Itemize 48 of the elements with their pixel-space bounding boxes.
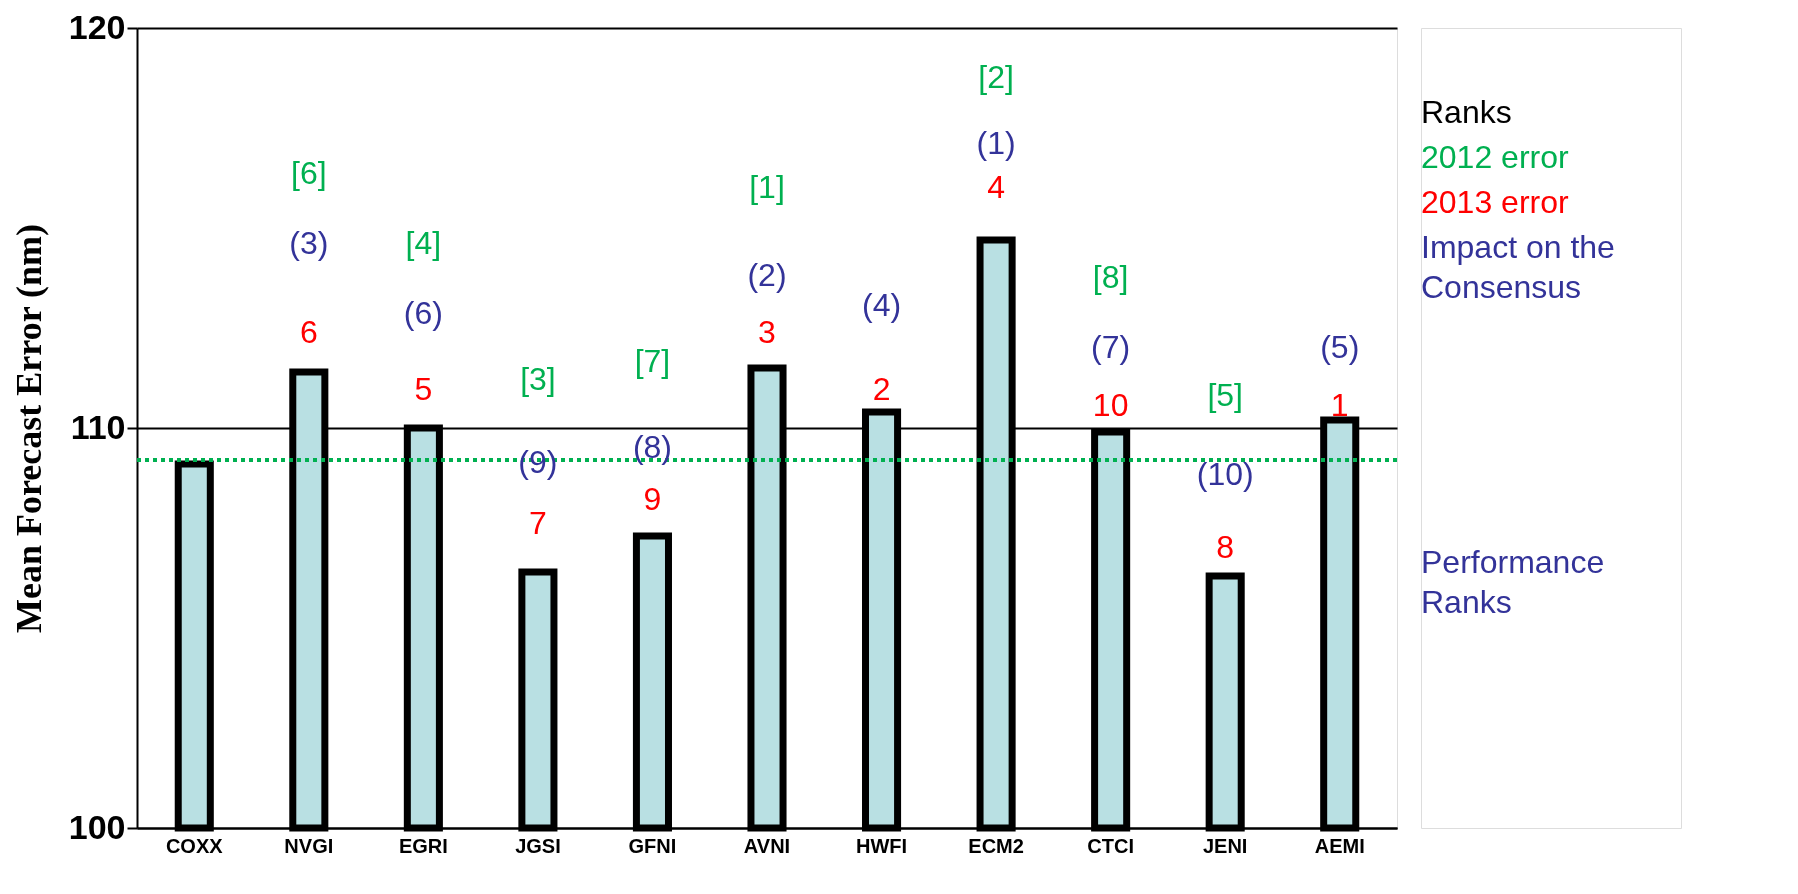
annotation: 5	[414, 371, 433, 407]
y-axis-title: Mean Forecast Error (nm)	[8, 224, 49, 633]
x-tick-label: AEMI	[1314, 834, 1365, 857]
annotation: [7]	[634, 343, 671, 379]
annotation: 8	[1216, 529, 1235, 565]
text: 2013 error	[1421, 184, 1569, 220]
annotation: 10	[1092, 387, 1129, 423]
x-tick-label: JGSI	[515, 834, 561, 857]
x-tick-label: EGRI	[398, 834, 448, 857]
annotation: (10)	[1196, 456, 1254, 492]
x-tick-label: GFNI	[628, 834, 677, 857]
annotation: (3)	[289, 225, 329, 261]
text: Performance Ranks	[1421, 544, 1605, 620]
annotation: 2	[872, 371, 891, 407]
y-tick-label: 100	[68, 807, 126, 846]
annotation: 9	[643, 481, 662, 517]
x-tick-label: HWFI	[856, 834, 908, 857]
annotation: [8]	[1092, 259, 1129, 295]
x-tick-label: COXX	[165, 834, 224, 857]
x-tick-label: ECM2	[968, 834, 1024, 857]
annotation: 4	[987, 169, 1005, 205]
annotation: (5)	[1320, 329, 1360, 365]
annotation: [2]	[978, 59, 1014, 95]
annotation: [4]	[405, 225, 442, 261]
x-tick-label: CTCI	[1087, 834, 1134, 857]
annotation: (6)	[403, 295, 443, 331]
annotation: (2)	[747, 257, 787, 293]
text: Impact on the Consensus	[1421, 229, 1615, 305]
annotation: [1]	[749, 169, 785, 205]
annotation: (8)	[632, 429, 673, 465]
x-tick-label: JENI	[1202, 834, 1248, 857]
annotation: (9)	[518, 444, 558, 480]
text: Ranks	[1421, 94, 1512, 130]
annotation: [5]	[1207, 377, 1243, 413]
y-tick-label: 110	[70, 407, 126, 446]
annotation: (7)	[1091, 329, 1131, 365]
annotation: (1)	[976, 125, 1016, 161]
annotation: (4)	[861, 287, 902, 323]
annotation: 1	[1330, 387, 1349, 423]
y-tick-label: 120	[68, 7, 126, 46]
annotation: 6	[299, 314, 318, 350]
text: 2012 error	[1421, 139, 1569, 175]
annotation: [3]	[520, 361, 556, 397]
x-tick-label: NVGI	[284, 834, 334, 857]
x-tick-label: AVNI	[743, 834, 791, 857]
annotation: [6]	[291, 155, 327, 191]
annotation: 7	[529, 505, 547, 541]
annotation: 3	[758, 314, 776, 350]
